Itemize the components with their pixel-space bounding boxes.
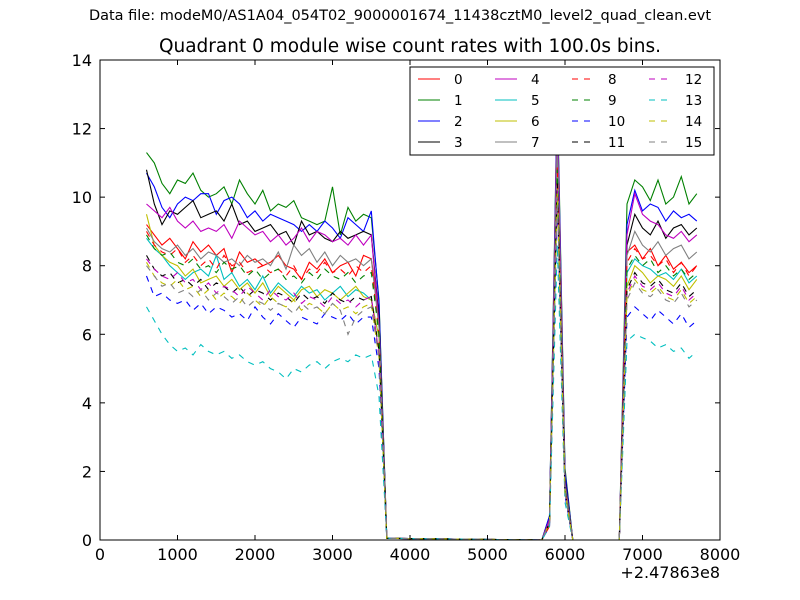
y-tick-label: 4: [82, 394, 92, 413]
y-tick-label: 2: [82, 462, 92, 481]
legend-label-1: 1: [454, 93, 463, 109]
legend-label-2: 2: [454, 114, 463, 130]
chart-title: Quadrant 0 module wise count rates with …: [159, 36, 661, 57]
series-line-12: [146, 190, 698, 541]
series-line-9: [146, 169, 698, 541]
legend-label-3: 3: [454, 135, 463, 151]
legend-label-9: 9: [608, 93, 617, 109]
y-tick-label: 12: [72, 120, 92, 139]
y-tick-label: 6: [82, 325, 92, 344]
x-tick-label: 8000: [700, 545, 741, 564]
x-tick-label: 4000: [390, 545, 431, 564]
x-tick-label: 7000: [622, 545, 663, 564]
legend-label-6: 6: [531, 114, 540, 130]
legend-label-10: 10: [608, 114, 625, 130]
y-tick-label: 10: [72, 188, 92, 207]
legend-label-14: 14: [685, 114, 702, 130]
series-line-6: [145, 155, 698, 541]
legend-box: [409, 66, 715, 156]
x-tick-label: 5000: [467, 545, 508, 564]
legend-label-4: 4: [531, 72, 540, 88]
legend-label-0: 0: [454, 72, 463, 88]
x-tick-label: 2000: [235, 545, 276, 564]
series-line-11: [146, 183, 698, 541]
series-group: [145, 90, 698, 541]
y-tick-label: 0: [82, 531, 92, 550]
legend-label-8: 8: [608, 72, 617, 88]
series-line-4: [146, 111, 698, 541]
series-line-14: [146, 193, 698, 541]
legend-label-11: 11: [608, 135, 625, 151]
legend-label-15: 15: [685, 135, 702, 151]
x-tick-label: 0: [95, 545, 105, 564]
x-tick-label: 1000: [157, 545, 198, 564]
y-tick-label: 8: [82, 257, 92, 276]
series-line-0: [146, 162, 698, 541]
series-line-5: [146, 145, 698, 541]
x-tick-label: 3000: [312, 545, 353, 564]
x-tick-label: 6000: [545, 545, 586, 564]
series-line-1: [146, 90, 698, 541]
series-line-3: [145, 121, 698, 541]
series-line-7: [146, 142, 698, 541]
series-line-10: [145, 200, 698, 541]
figure-suptitle: Data file: modeM0/AS1A04_054T02_90000016…: [88, 8, 712, 24]
legend-label-7: 7: [531, 135, 540, 151]
series-line-13: [146, 245, 698, 541]
series-line-2: [146, 101, 698, 541]
x-offset-label: +2.47863e8: [620, 563, 720, 582]
y-tick-label: 14: [72, 51, 92, 70]
series-line-15: [146, 197, 698, 541]
series-line-8: [146, 166, 698, 541]
legend-label-5: 5: [531, 93, 540, 109]
legend-label-12: 12: [685, 72, 702, 88]
legend-label-13: 13: [685, 93, 702, 109]
